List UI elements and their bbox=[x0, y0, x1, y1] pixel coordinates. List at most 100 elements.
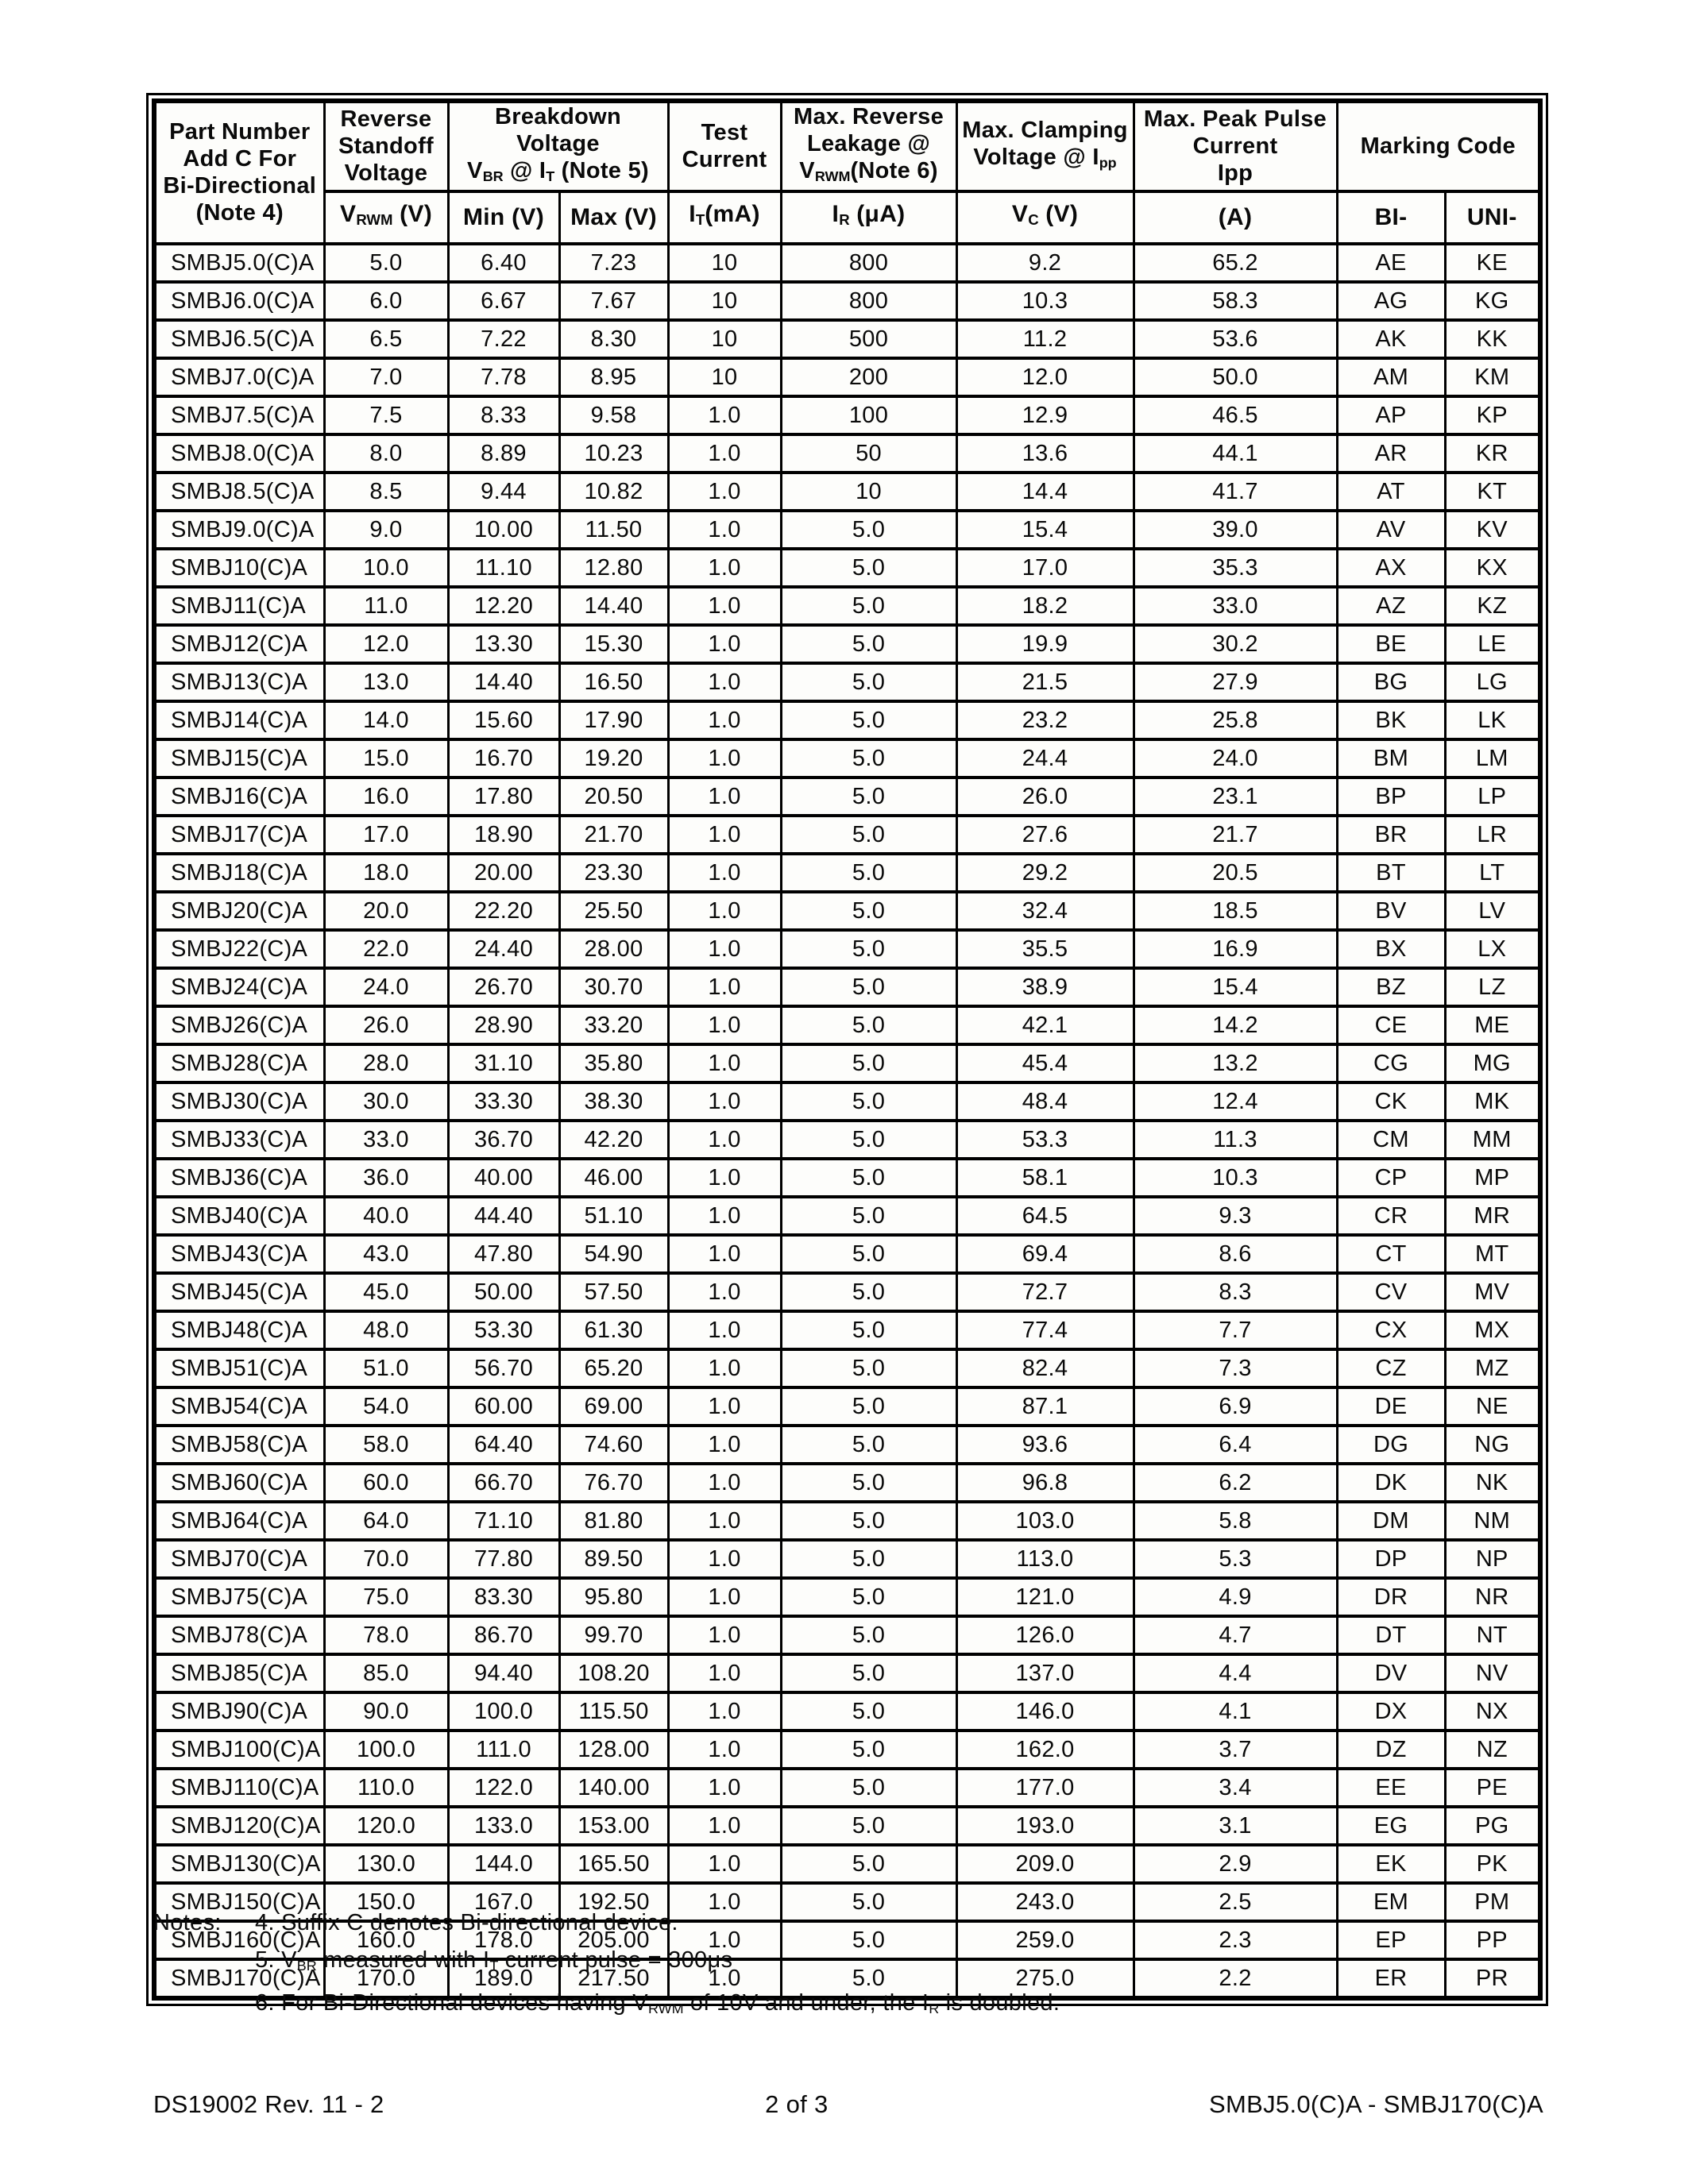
footer-page-number: 2 of 3 bbox=[765, 2090, 829, 2118]
cell-marking_uni: PP bbox=[1443, 1919, 1542, 1961]
cell-vrwm_v: 28.0 bbox=[323, 1042, 450, 1084]
cell-vbr_min_v: 33.30 bbox=[446, 1080, 561, 1122]
cell-marking_bi: BZ bbox=[1335, 966, 1447, 1008]
cell-vc_v: 177.0 bbox=[955, 1766, 1135, 1808]
cell-vc_v: 14.4 bbox=[955, 470, 1135, 512]
cell-ir_ua: 5.0 bbox=[779, 1156, 958, 1198]
cell-vrwm_v: 54.0 bbox=[323, 1385, 450, 1427]
cell-vbr_min_v: 15.60 bbox=[446, 699, 561, 741]
cell-marking_uni: LE bbox=[1443, 623, 1542, 665]
col-header-breakdown-voltage: Breakdown Voltage VBR @ IT (Note 5) bbox=[446, 99, 670, 193]
cell-ir_ua: 5.0 bbox=[779, 1843, 958, 1885]
cell-marking_uni: MR bbox=[1443, 1194, 1542, 1237]
cell-ipp_a: 18.5 bbox=[1132, 889, 1338, 932]
cell-marking_uni: NG bbox=[1443, 1423, 1542, 1465]
cell-marking_uni: NZ bbox=[1443, 1728, 1542, 1770]
ratings-table: Part Number Add C For Bi-Directional (No… bbox=[152, 98, 1543, 2001]
cell-vbr_max_v: 7.67 bbox=[558, 280, 670, 322]
cell-vc_v: 23.2 bbox=[955, 699, 1135, 741]
cell-ipp_a: 7.7 bbox=[1132, 1309, 1338, 1351]
cell-vc_v: 9.2 bbox=[955, 241, 1135, 284]
cell-it_ma: 1.0 bbox=[666, 1080, 782, 1122]
cell-it_ma: 1.0 bbox=[666, 1461, 782, 1503]
cell-vbr_max_v: 11.50 bbox=[558, 508, 670, 550]
cell-marking_uni: LX bbox=[1443, 928, 1542, 970]
cell-vbr_min_v: 100.0 bbox=[446, 1690, 561, 1732]
cell-part_number: SMBJ78(C)A bbox=[153, 1614, 326, 1656]
cell-it_ma: 1.0 bbox=[666, 470, 782, 512]
cell-it_ma: 1.0 bbox=[666, 1957, 782, 2000]
cell-part_number: SMBJ130(C)A bbox=[153, 1843, 326, 1885]
cell-ipp_a: 6.9 bbox=[1132, 1385, 1338, 1427]
cell-vc_v: 121.0 bbox=[955, 1576, 1135, 1618]
cell-vbr_max_v: 115.50 bbox=[558, 1690, 670, 1732]
cell-marking_bi: DM bbox=[1335, 1499, 1447, 1542]
cell-ipp_a: 10.3 bbox=[1132, 1156, 1338, 1198]
cell-part_number: SMBJ85(C)A bbox=[153, 1652, 326, 1694]
cell-vrwm_v: 150.0 bbox=[323, 1881, 450, 1923]
cell-ir_ua: 5.0 bbox=[779, 1652, 958, 1694]
cell-ir_ua: 5.0 bbox=[779, 1881, 958, 1923]
cell-ipp_a: 3.4 bbox=[1132, 1766, 1338, 1808]
cell-ipp_a: 25.8 bbox=[1132, 699, 1338, 741]
cell-vbr_min_v: 167.0 bbox=[446, 1881, 561, 1923]
cell-it_ma: 1.0 bbox=[666, 1919, 782, 1961]
cell-vbr_max_v: 19.20 bbox=[558, 737, 670, 779]
cell-marking_bi: AK bbox=[1335, 318, 1447, 360]
cell-vc_v: 18.2 bbox=[955, 585, 1135, 627]
cell-vbr_min_v: 64.40 bbox=[446, 1423, 561, 1465]
cell-vbr_max_v: 14.40 bbox=[558, 585, 670, 627]
cell-marking_uni: NR bbox=[1443, 1576, 1542, 1618]
cell-it_ma: 1.0 bbox=[666, 1576, 782, 1618]
table-row: SMBJ110(C)A 110.0 122.0 140.00 1.0 5.0 177.0 3.… bbox=[153, 1766, 1542, 1808]
cell-vbr_max_v: 16.50 bbox=[558, 661, 670, 703]
cell-vbr_max_v: 12.80 bbox=[558, 546, 670, 588]
cell-ipp_a: 4.4 bbox=[1132, 1652, 1338, 1694]
cell-it_ma: 1.0 bbox=[666, 546, 782, 588]
table-row: SMBJ33(C)A 33.0 36.70 42.20 1.0 5.0 53.3 11.3 CM… bbox=[153, 1118, 1542, 1160]
cell-it_ma: 1.0 bbox=[666, 775, 782, 817]
cell-it_ma: 1.0 bbox=[666, 432, 782, 474]
cell-vc_v: 12.9 bbox=[955, 394, 1135, 436]
cell-marking_uni: KX bbox=[1443, 546, 1542, 588]
cell-ir_ua: 5.0 bbox=[779, 1461, 958, 1503]
col-header-marking-code: Marking Code bbox=[1335, 99, 1542, 193]
cell-vbr_min_v: 36.70 bbox=[446, 1118, 561, 1160]
cell-ir_ua: 50 bbox=[779, 432, 958, 474]
cell-ir_ua: 5.0 bbox=[779, 623, 958, 665]
cell-ipp_a: 12.4 bbox=[1132, 1080, 1338, 1122]
cell-ipp_a: 33.0 bbox=[1132, 585, 1338, 627]
cell-marking_uni: NP bbox=[1443, 1538, 1542, 1580]
cell-marking_uni: NV bbox=[1443, 1652, 1542, 1694]
notes-items: 4. Suffix C denotes Bi-directional devic… bbox=[255, 1904, 1060, 2028]
cell-it_ma: 1.0 bbox=[666, 889, 782, 932]
cell-vbr_max_v: 17.90 bbox=[558, 699, 670, 741]
unit-header-ir: IR (μA) bbox=[779, 189, 958, 245]
cell-ipp_a: 27.9 bbox=[1132, 661, 1338, 703]
cell-vbr_max_v: 99.70 bbox=[558, 1614, 670, 1656]
cell-vrwm_v: 11.0 bbox=[323, 585, 450, 627]
cell-ir_ua: 5.0 bbox=[779, 1614, 958, 1656]
cell-ipp_a: 5.8 bbox=[1132, 1499, 1338, 1542]
cell-marking_bi: CX bbox=[1335, 1309, 1447, 1351]
table-row: SMBJ40(C)A 40.0 44.40 51.10 1.0 5.0 64.5 9.3 CR M… bbox=[153, 1194, 1542, 1237]
notes-section: Notes: 4. Suffix C denotes Bi-directiona… bbox=[153, 1904, 1060, 2028]
cell-vbr_max_v: 51.10 bbox=[558, 1194, 670, 1237]
cell-marking_bi: EM bbox=[1335, 1881, 1447, 1923]
cell-ipp_a: 4.1 bbox=[1132, 1690, 1338, 1732]
cell-part_number: SMBJ170(C)A bbox=[153, 1957, 326, 2000]
cell-vbr_max_v: 89.50 bbox=[558, 1538, 670, 1580]
cell-ir_ua: 5.0 bbox=[779, 1766, 958, 1808]
cell-ipp_a: 24.0 bbox=[1132, 737, 1338, 779]
cell-vbr_max_v: 69.00 bbox=[558, 1385, 670, 1427]
cell-part_number: SMBJ30(C)A bbox=[153, 1080, 326, 1122]
cell-ir_ua: 5.0 bbox=[779, 1194, 958, 1237]
table-row: SMBJ9.0(C)A 9.0 10.00 11.50 1.0 5.0 15.4 39.0 AV… bbox=[153, 508, 1542, 550]
cell-ir_ua: 5.0 bbox=[779, 1423, 958, 1465]
cell-ir_ua: 5.0 bbox=[779, 508, 958, 550]
cell-marking_uni: PK bbox=[1443, 1843, 1542, 1885]
cell-part_number: SMBJ6.5(C)A bbox=[153, 318, 326, 360]
cell-ipp_a: 21.7 bbox=[1132, 813, 1338, 855]
cell-it_ma: 1.0 bbox=[666, 1004, 782, 1046]
col-header-part-number: Part Number Add C For Bi-Directional (No… bbox=[153, 99, 326, 245]
